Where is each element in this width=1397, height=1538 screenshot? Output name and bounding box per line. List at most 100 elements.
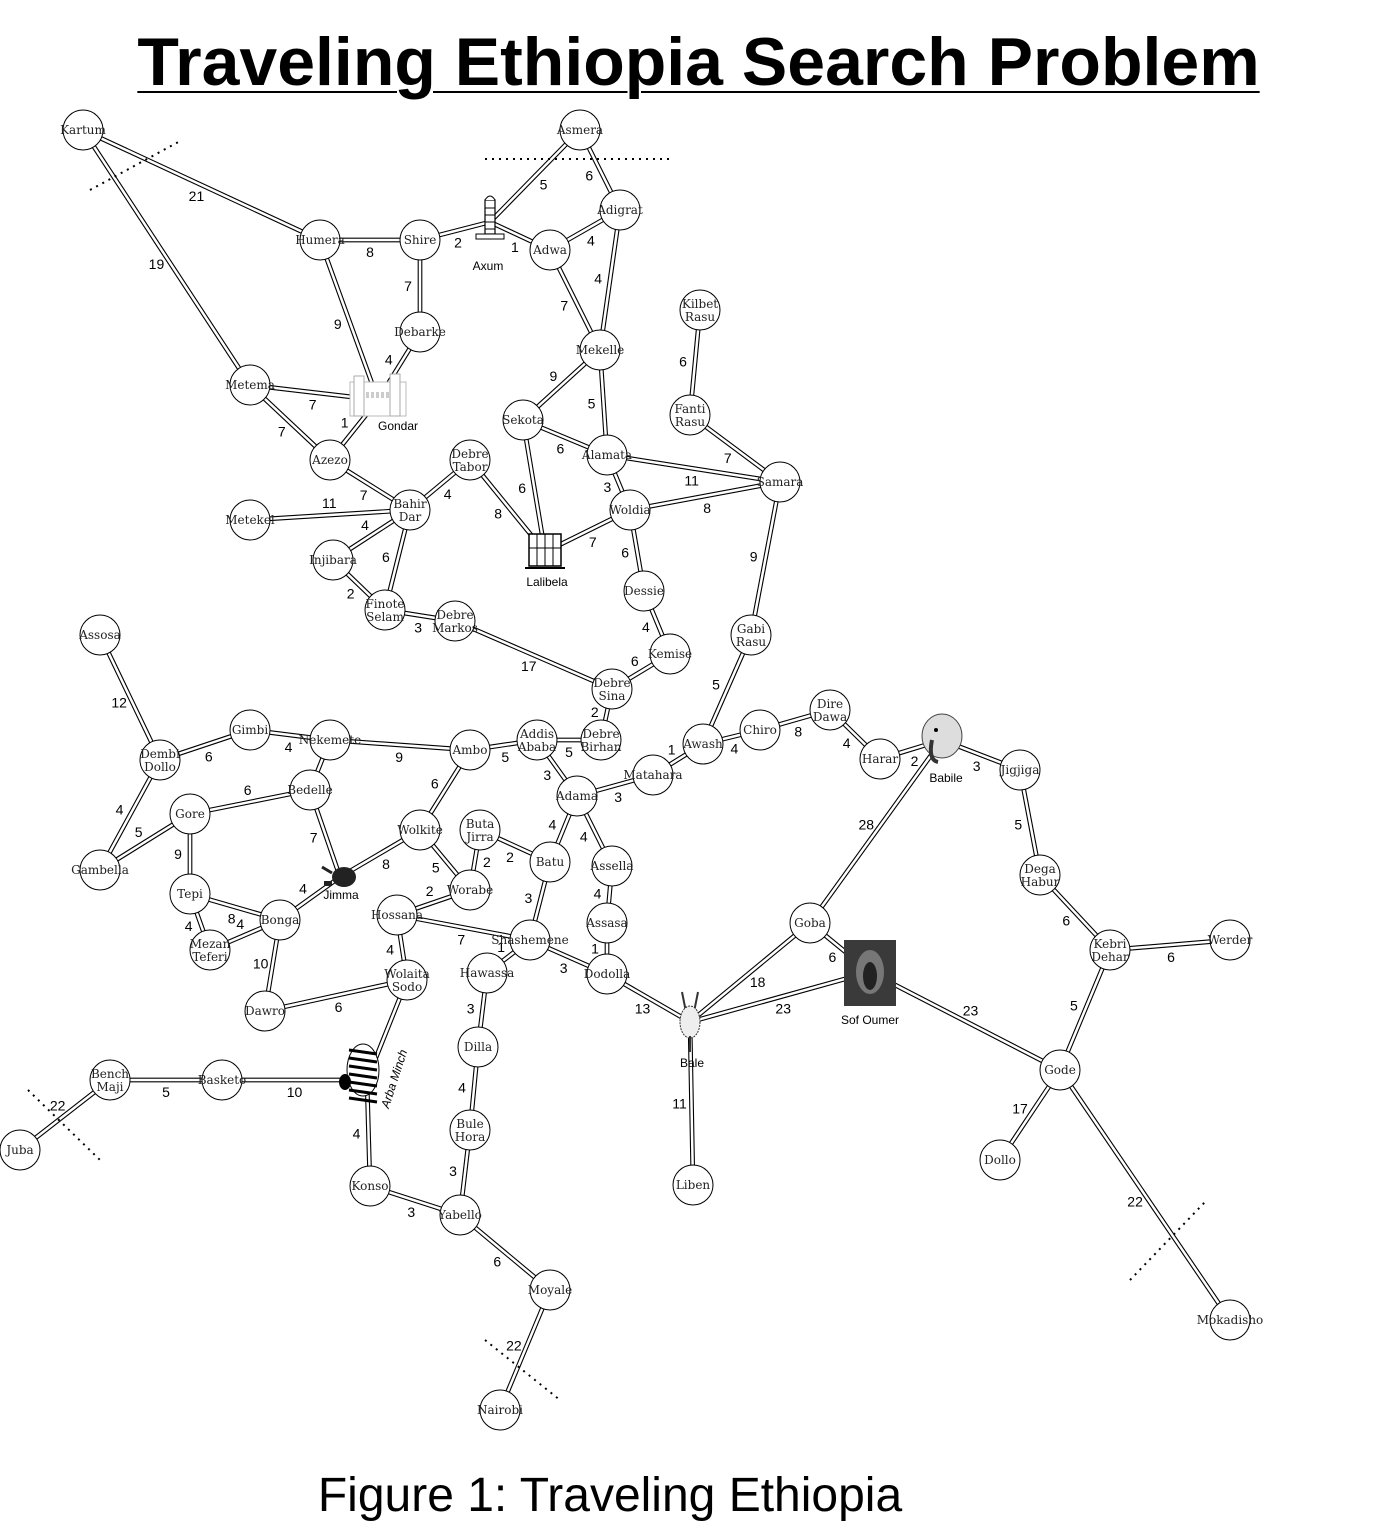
city-finote_selam[interactable]: Finote Selam [364, 589, 406, 631]
landmark-babile[interactable]: Babile [921, 713, 963, 785]
city-bule_hora[interactable]: Bule Hora [449, 1109, 491, 1151]
city-debre_markos[interactable]: Debre Markos [432, 600, 478, 642]
city-dega_habur[interactable]: Dega Habur [1019, 854, 1061, 896]
city-nairobi[interactable]: Nairobi [477, 1389, 523, 1431]
city-humera[interactable]: Humera [295, 219, 345, 261]
road-cost: 10 [287, 1084, 303, 1100]
city-gambella[interactable]: Gambella [71, 849, 129, 891]
city-dawro[interactable]: Dawro [244, 990, 286, 1032]
landmark-lalibela[interactable]: Lalibela [525, 533, 568, 589]
landmark-bale[interactable]: Bale [679, 991, 704, 1070]
city-buta_jirra[interactable]: Buta Jirra [459, 809, 501, 851]
city-chiro[interactable]: Chiro [739, 709, 781, 751]
city-worabe[interactable]: Worabe [447, 869, 493, 911]
city-bedelle[interactable]: Bedelle [287, 769, 333, 811]
city-node [759, 461, 801, 503]
city-bonga[interactable]: Bonga [259, 899, 301, 941]
city-assasa[interactable]: Assasa [585, 902, 628, 944]
city-hawassa[interactable]: Hawassa [460, 952, 515, 994]
city-metema[interactable]: Metema [225, 364, 275, 406]
city-kemise[interactable]: Kemise [648, 633, 692, 675]
city-bench_maji[interactable]: Bench Maji [89, 1059, 131, 1101]
city-adama[interactable]: Adama [555, 775, 598, 817]
city-injibara[interactable]: Injibara [309, 539, 357, 581]
road-cost: 6 [631, 653, 639, 669]
city-sekota[interactable]: Sekota [502, 399, 544, 441]
city-juba[interactable]: Juba [0, 1129, 41, 1171]
road-cost: 4 [843, 735, 851, 751]
city-moyale[interactable]: Moyale [528, 1269, 572, 1311]
landmark-arba_minch[interactable]: Arba Minch [339, 1043, 410, 1111]
city-node [809, 689, 851, 731]
city-jigjiga[interactable]: Jigjiga [999, 749, 1041, 791]
city-kebri_dehar[interactable]: Kebri Dehar [1089, 929, 1131, 971]
city-dodolla[interactable]: Dodolla [584, 953, 631, 995]
city-kilbet_rasu[interactable]: Kilbet Rasu [679, 289, 721, 331]
city-debarke[interactable]: Debarke [394, 311, 446, 353]
city-gabi_rasu[interactable]: Gabi Rasu [730, 614, 772, 656]
city-mezan_teferi[interactable]: Mezan Teferi [189, 929, 231, 971]
city-gode[interactable]: Gode [1039, 1049, 1081, 1091]
landmark-jimma[interactable]: Jimma [321, 865, 359, 902]
city-wolkite[interactable]: Wolkite [397, 809, 443, 851]
city-kartum[interactable]: Kartum [60, 109, 107, 151]
city-mekelle[interactable]: Mekelle [576, 329, 625, 371]
road-cost: 8 [794, 724, 802, 740]
city-dembi_dollo[interactable]: Dembi Dollo [139, 739, 181, 781]
elephant-icon [921, 713, 963, 764]
city-liben[interactable]: Liben [672, 1164, 714, 1206]
city-basketo[interactable]: Basketo [198, 1059, 247, 1101]
city-woldia[interactable]: Woldia [609, 489, 651, 531]
city-debre_birhan[interactable]: Debre Birhan [580, 719, 622, 761]
city-assella[interactable]: Assella [590, 845, 634, 887]
city-fanti_rasu[interactable]: Fanti Rasu [669, 394, 711, 436]
road-babile-goba [808, 738, 944, 925]
city-shashemene[interactable]: Shashemene [491, 919, 569, 961]
city-samara[interactable]: Samara [757, 461, 804, 503]
city-node [682, 723, 724, 765]
road-bale-goba [688, 921, 812, 1024]
city-hossana[interactable]: Hossana [371, 894, 423, 936]
city-node [1089, 929, 1131, 971]
city-adwa[interactable]: Adwa [529, 229, 571, 271]
city-addis_ababa[interactable]: Addis Ababa [516, 719, 558, 761]
city-azezo[interactable]: Azezo [309, 439, 351, 481]
city-matahara[interactable]: Matahara [623, 754, 683, 796]
city-debre_sina[interactable]: Debre Sina [591, 668, 633, 710]
city-dilla[interactable]: Dilla [457, 1026, 499, 1068]
city-metekel[interactable]: Metekel [225, 499, 275, 541]
city-goba[interactable]: Goba [789, 902, 831, 944]
road-cost: 3 [973, 758, 981, 774]
city-node [609, 489, 651, 531]
city-dessie[interactable]: Dessie [623, 570, 665, 612]
city-alamata[interactable]: Alamata [581, 434, 632, 476]
landmark-axum[interactable]: Axum [473, 195, 505, 273]
city-gore[interactable]: Gore [169, 793, 211, 835]
landmark-label: Babile [929, 771, 963, 785]
city-debre_tabor[interactable]: Debre Tabor [449, 439, 491, 481]
city-gimbi[interactable]: Gimbi [229, 709, 271, 751]
city-dire_dawa[interactable]: Dire Dawa [809, 689, 851, 731]
city-konso[interactable]: Konso [349, 1165, 391, 1207]
road-cost: 4 [730, 741, 738, 757]
city-werder[interactable]: Werder [1208, 919, 1253, 961]
city-ambo[interactable]: Ambo [449, 729, 491, 771]
landmark-gondar[interactable]: Gondar [349, 373, 418, 433]
city-node [979, 1139, 1021, 1181]
city-assosa[interactable]: Assosa [78, 614, 121, 656]
city-tepi[interactable]: Tepi [169, 873, 211, 915]
landmark-sof_oumer[interactable]: Sof Oumer [841, 940, 899, 1027]
city-label: Awash [682, 737, 723, 751]
city-yabello[interactable]: Yabello [437, 1194, 482, 1236]
city-nekemete[interactable]: Nekemete [299, 719, 361, 761]
city-bahir_dar[interactable]: Bahir Dar [389, 489, 431, 531]
city-mokadisho[interactable]: Mokadisho [1197, 1299, 1264, 1341]
city-asmera[interactable]: Asmera [556, 109, 603, 151]
city-adigrat[interactable]: Adigrat [596, 189, 643, 231]
city-awash[interactable]: Awash [682, 723, 724, 765]
city-batu[interactable]: Batu [529, 841, 571, 883]
city-shire[interactable]: Shire [399, 219, 441, 261]
city-wolaita_sodo[interactable]: Wolaita Sodo [384, 959, 430, 1001]
city-harar[interactable]: Harar [859, 738, 901, 780]
city-dollo[interactable]: Dollo [979, 1139, 1021, 1181]
